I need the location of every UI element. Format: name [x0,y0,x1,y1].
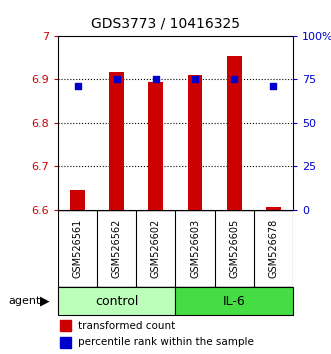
Bar [266,207,281,210]
Bar [148,82,163,210]
Point [231,77,237,82]
Text: GSM526562: GSM526562 [112,219,122,278]
Bar [175,287,293,315]
Bar [60,337,71,348]
Bar [227,56,242,210]
Text: transformed count: transformed count [78,321,175,331]
Text: control: control [95,295,138,308]
Text: GSM526603: GSM526603 [190,219,200,278]
Text: ▶: ▶ [40,295,50,308]
Text: percentile rank within the sample: percentile rank within the sample [78,337,254,347]
Text: GSM526678: GSM526678 [268,219,278,278]
Bar [58,287,175,315]
Bar [60,320,71,331]
Text: GDS3773 / 10416325: GDS3773 / 10416325 [91,17,240,31]
Text: IL-6: IL-6 [223,295,246,308]
Bar [188,75,203,210]
Bar [70,190,85,210]
Text: agent: agent [8,296,41,306]
Bar [109,72,124,210]
Point [75,84,80,89]
Point [114,77,119,82]
Text: GSM526602: GSM526602 [151,219,161,278]
Text: GSM526605: GSM526605 [229,219,239,278]
Point [153,77,159,82]
Point [271,84,276,89]
Point [192,77,198,82]
Text: GSM526561: GSM526561 [72,219,82,278]
